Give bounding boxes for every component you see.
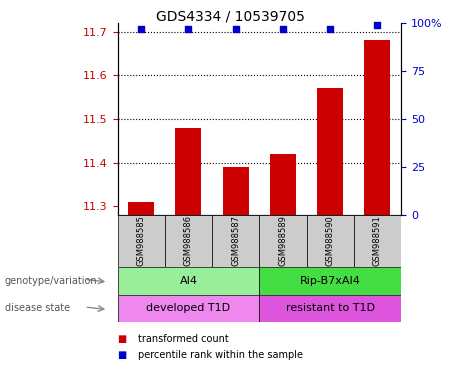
Bar [259, 215, 307, 267]
Text: GSM988591: GSM988591 [373, 215, 382, 266]
Point [185, 26, 192, 32]
Bar [118, 295, 259, 322]
Bar [259, 267, 401, 295]
Text: percentile rank within the sample: percentile rank within the sample [138, 350, 303, 360]
Text: GSM988590: GSM988590 [325, 215, 335, 266]
Text: developed T1D: developed T1D [147, 303, 230, 313]
Text: disease state: disease state [5, 303, 70, 313]
Text: ■: ■ [118, 350, 127, 360]
Text: AI4: AI4 [179, 276, 197, 286]
Bar [118, 215, 165, 267]
Bar [212, 215, 259, 267]
Point [137, 26, 145, 32]
Bar [176, 128, 201, 215]
Bar [365, 40, 390, 215]
Bar [307, 215, 354, 267]
Point [374, 22, 381, 28]
Text: Rip-B7xAI4: Rip-B7xAI4 [300, 276, 361, 286]
Text: GDS4334 / 10539705: GDS4334 / 10539705 [156, 10, 305, 23]
Text: GSM988586: GSM988586 [184, 215, 193, 266]
Text: GSM988585: GSM988585 [136, 215, 146, 266]
Bar [128, 202, 154, 215]
Text: GSM988587: GSM988587 [231, 215, 240, 266]
Bar [165, 215, 212, 267]
Bar [259, 295, 401, 322]
Text: ■: ■ [118, 334, 127, 344]
Text: resistant to T1D: resistant to T1D [286, 303, 375, 313]
Bar [118, 267, 259, 295]
Point [232, 26, 239, 32]
Bar [270, 154, 296, 215]
Bar [354, 215, 401, 267]
Text: GSM988589: GSM988589 [278, 215, 288, 266]
Text: transformed count: transformed count [138, 334, 229, 344]
Bar [223, 167, 248, 215]
Point [326, 26, 334, 32]
Point [279, 26, 287, 32]
Bar [317, 88, 343, 215]
Text: genotype/variation: genotype/variation [5, 276, 97, 286]
